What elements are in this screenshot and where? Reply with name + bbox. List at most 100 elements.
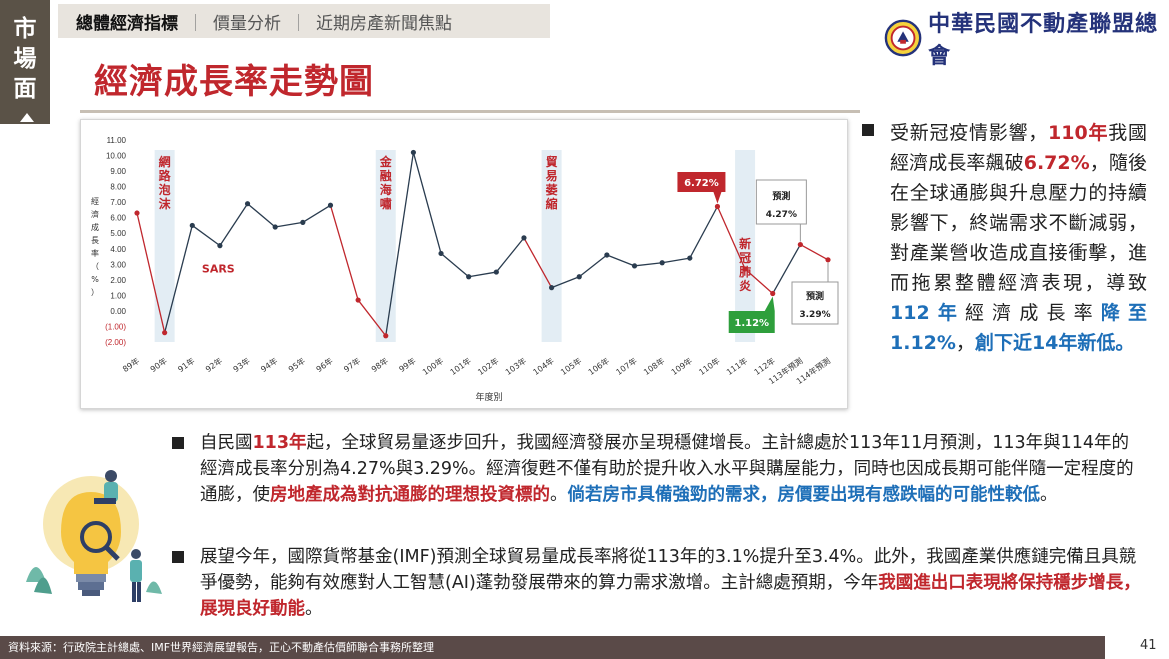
y-tick-label: 4.00 (110, 245, 126, 254)
y-tick-label: (1.00) (105, 322, 126, 331)
paragraph1-segment: 自民國 (200, 433, 253, 453)
paragraph2-segment: 我國進出口表現將保持穩步增長，展現良好動能 (200, 573, 1141, 619)
event-label-char: 融 (380, 168, 392, 183)
side-bullet-text: 受新冠疫情影響，110年我國經濟成長率飆破6.72%，隨後在全球通膨與升息壓力的… (890, 118, 1147, 358)
nav-item-news[interactable]: 近期房產新聞焦點 (316, 13, 452, 34)
event-label-char: 金 (379, 154, 393, 169)
nav-item-macro[interactable]: 總體經濟指標 (76, 13, 178, 34)
forecast-2024-title: 預測 (772, 190, 790, 202)
series-line-segment (800, 244, 829, 261)
low-callout-text: 1.12% (734, 318, 769, 329)
data-point (797, 241, 803, 248)
series-line-segment (329, 205, 359, 301)
forecast-2025-value: 3.29% (799, 310, 830, 320)
section-tab-char: 面 (13, 76, 37, 102)
y-tick-label: 1.00 (110, 291, 126, 300)
low-callout-pointer (764, 296, 775, 311)
series-line-segment (440, 252, 470, 278)
series-line-segment (136, 212, 166, 333)
paragraph-outlook-2024: 自民國113年起，全球貿易量逐步回升，我國經濟發展亦呈現穩健增長。主計總處於11… (172, 430, 1142, 508)
org-name: 中華民國不動產聯盟總會 (928, 11, 1159, 69)
y-tick-label: 9.00 (110, 167, 126, 176)
paragraph-text: 展望今年，國際貨幣基金(IMF)預測全球貿易量成長率將從113年的3.1%提升至… (200, 544, 1142, 622)
series-line-segment (551, 276, 580, 289)
low-callout-box (728, 311, 775, 333)
y-axis-label-char: 濟 (91, 209, 99, 219)
org-logo: 中華民國不動產聯盟總會 (884, 6, 1169, 70)
data-point (134, 210, 140, 216)
side-bullet-segment: 創下近14年新低。 (974, 332, 1135, 354)
side-bullet-segment: 受新冠疫情影響， (890, 122, 1049, 144)
y-axis-label-char: ） (91, 288, 99, 297)
series-line-segment (164, 225, 193, 333)
section-tab: 市 場 面 (0, 0, 50, 124)
data-point (631, 263, 638, 269)
data-point (162, 330, 168, 336)
paragraph-outlook-2025: 展望今年，國際貨幣基金(IMF)預測全球貿易量成長率將從113年的3.1%提升至… (172, 544, 1142, 622)
forecast-2024-callout-box (755, 179, 807, 225)
forecast-2024-value: 4.27% (766, 210, 797, 220)
data-point (300, 219, 306, 225)
y-tick-label: 6.00 (110, 214, 126, 223)
data-point (189, 222, 195, 229)
data-point (217, 243, 223, 249)
x-tick-label: 93年 (231, 355, 252, 374)
series-line-segment (247, 203, 276, 228)
event-label-char: 新 (739, 236, 751, 251)
y-tick-label: 11.00 (107, 136, 127, 145)
x-tick-label: 96年 (314, 355, 335, 374)
side-bullet-segment: 經濟成長率 (965, 302, 1101, 324)
side-bullet-segment: 6.72% (1023, 152, 1090, 174)
event-label-char: 沫 (159, 196, 172, 211)
paragraph1-segment: 。 (1040, 485, 1058, 505)
paragraph1-segment: 起，全球貿易量逐步回升，我國經濟發展亦呈現穩健增長。主計總處於113年11月預測… (200, 433, 1134, 505)
x-tick-label: 92年 (203, 355, 224, 374)
paragraph2-segment: 展望今年，國際貨幣基金(IMF)預測全球貿易量成長率將從113年的3.1%提升至… (200, 547, 1137, 593)
event-label-char: 萎 (546, 182, 559, 197)
x-tick-label: 91年 (176, 355, 197, 374)
bullet-square-icon (172, 551, 184, 563)
side-bullet-segment: ，隨後在全球通膨與升息壓力的持續影響下，終端需求不斷減弱，對產業營收造成直接衝擊… (890, 152, 1147, 294)
x-tick-label: 103年 (503, 355, 528, 377)
series-line-segment (606, 254, 635, 267)
x-tick-label: 111年 (724, 355, 749, 377)
y-axis-label-char: 長 (91, 236, 99, 245)
event-band (154, 150, 175, 342)
series-line-segment (495, 237, 525, 273)
bullet-square-icon (172, 437, 184, 449)
idea-lightbulb-illustration (26, 470, 162, 602)
data-point (576, 274, 582, 280)
event-band (541, 150, 562, 342)
series-line-segment (385, 152, 415, 336)
paragraph1-segment: 113年 (252, 433, 307, 453)
side-bullet-segment: ， (955, 332, 975, 354)
data-point (466, 274, 472, 280)
peak-callout-box (677, 172, 726, 192)
x-tick-label: 107年 (614, 355, 639, 377)
x-tick-label: 101年 (448, 355, 473, 377)
y-axis-label-char: 率 (91, 248, 99, 258)
series-line-segment (191, 224, 221, 247)
x-axis-title: 年度別 (475, 391, 502, 403)
series-line-segment (219, 203, 249, 247)
x-tick-label: 104年 (531, 355, 556, 377)
x-tick-label: 105年 (559, 355, 584, 377)
source-footer: 資料來源：行政院主計總處、IMF世界經濟展望報告，正心不動產估價師聯合事務所整理 (0, 636, 1105, 659)
y-tick-label: 5.00 (110, 229, 126, 238)
nav-item-price-volume[interactable]: 價量分析 (213, 13, 281, 34)
bullet-square-icon (862, 124, 874, 136)
series-line-segment (412, 152, 442, 254)
event-label-char: 嘯 (380, 196, 392, 211)
series-line-segment (716, 206, 746, 270)
x-tick-label: 102年 (476, 355, 501, 377)
triangle-up-icon (20, 113, 34, 122)
chart-canvas: 11.00 10.00 9.00 8.00 7.00 6.00 5.00 4.00 3.00 2.… (91, 136, 839, 403)
side-bullet-segment: 我國經濟成長率飆破 (890, 122, 1147, 174)
page-title: 經濟成長率走勢圖 (94, 62, 374, 102)
data-point (604, 252, 610, 258)
title-underline (80, 110, 860, 113)
series-line-segment (662, 257, 690, 264)
series-line-segment (634, 262, 663, 267)
side-bullet-segment: 降至1.12% (890, 302, 1147, 354)
x-tick-label: 97年 (342, 355, 363, 374)
